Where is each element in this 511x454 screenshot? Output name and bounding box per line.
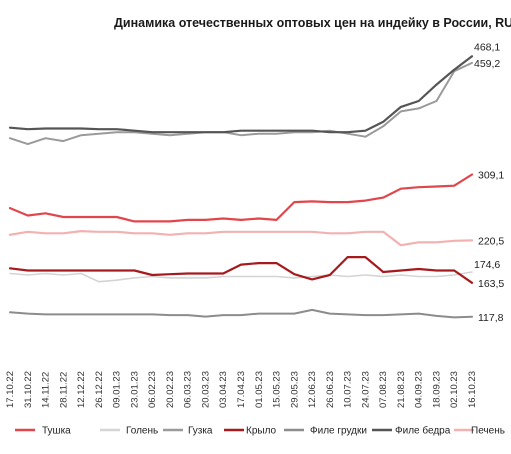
legend-label-1: Голень	[126, 426, 158, 437]
x-tick-label: 09.01.23	[112, 371, 123, 408]
x-tick-label: 12.12.22	[76, 371, 87, 408]
legend-label-6: Печень	[471, 426, 505, 437]
x-tick-label: 12.06.23	[307, 371, 318, 408]
end-label-golen: 174,6	[474, 259, 500, 271]
x-tick-label: 17.04.23	[236, 371, 247, 408]
x-tick-label: 15.05.23	[272, 371, 283, 408]
series-line-6	[8, 230, 474, 247]
x-tick-label: 18.09.23	[431, 371, 442, 408]
x-tick-label: 20.03.23	[200, 371, 211, 408]
x-axis-ticks: 17.10.22 31.10.22 14.11.22 28.11.22 12.12.22…	[5, 371, 478, 408]
x-tick-label: 06.02.23	[147, 371, 158, 408]
series-line-4	[9, 308, 473, 319]
series-layer	[8, 55, 474, 319]
x-tick-label: 04.09.23	[414, 371, 425, 408]
end-label-5: 468,1	[474, 41, 500, 53]
x-tick-label: 17.10.22	[5, 371, 16, 408]
end-label-2: 459,2	[474, 58, 500, 70]
legend-label-4: Филе грудки	[310, 426, 367, 437]
x-tick-label: 23.01.23	[129, 371, 140, 408]
x-tick-label: 21.08.23	[396, 371, 407, 408]
x-tick-label: 10.07.23	[343, 371, 354, 408]
legend-label-5: Филе бедра	[395, 425, 451, 437]
end-label-6: 220,5	[478, 235, 504, 247]
end-label-4: 117,8	[478, 312, 504, 324]
end-label-3: 163,5	[478, 278, 504, 290]
x-tick-label: 28.11.22	[58, 372, 69, 408]
x-tick-label: 14.11.22	[41, 372, 52, 408]
x-tick-label: 24.07.23	[360, 371, 371, 408]
series-line-5	[8, 55, 474, 134]
series-line-1	[9, 271, 473, 283]
series-line-3	[8, 256, 474, 284]
x-tick-label: 29.05.23	[289, 371, 300, 408]
end-labels: 309,1 459,2 163,5 117,8 468,1 220,5	[474, 41, 504, 324]
chart-title: Динамика отечественных оптовых цен на ин…	[114, 16, 511, 30]
legend-label-3: Крыло	[246, 426, 277, 437]
legend-label-0: Тушка	[42, 426, 71, 437]
x-tick-label: 26.06.23	[325, 371, 336, 408]
x-tick-label: 16.10.23	[467, 371, 478, 408]
series-line-2	[9, 61, 473, 146]
x-tick-label: 01.05.23	[254, 371, 265, 408]
legend-label-2: Гузка	[188, 426, 213, 437]
x-tick-label: 06.03.23	[183, 371, 194, 408]
x-tick-label: 07.08.23	[378, 371, 389, 408]
x-tick-label: 26.12.22	[94, 371, 105, 408]
end-label-0: 309,1	[478, 170, 504, 182]
x-tick-label: 20.02.23	[165, 371, 176, 408]
x-tick-label: 03.04.23	[218, 371, 229, 408]
x-tick-label: 02.10.23	[449, 371, 460, 408]
series-line-0	[8, 173, 474, 223]
x-tick-label: 31.10.22	[23, 371, 34, 408]
legend: Тушка Голень Гузка Крыло Филе грудки Филе бед…	[15, 425, 505, 437]
